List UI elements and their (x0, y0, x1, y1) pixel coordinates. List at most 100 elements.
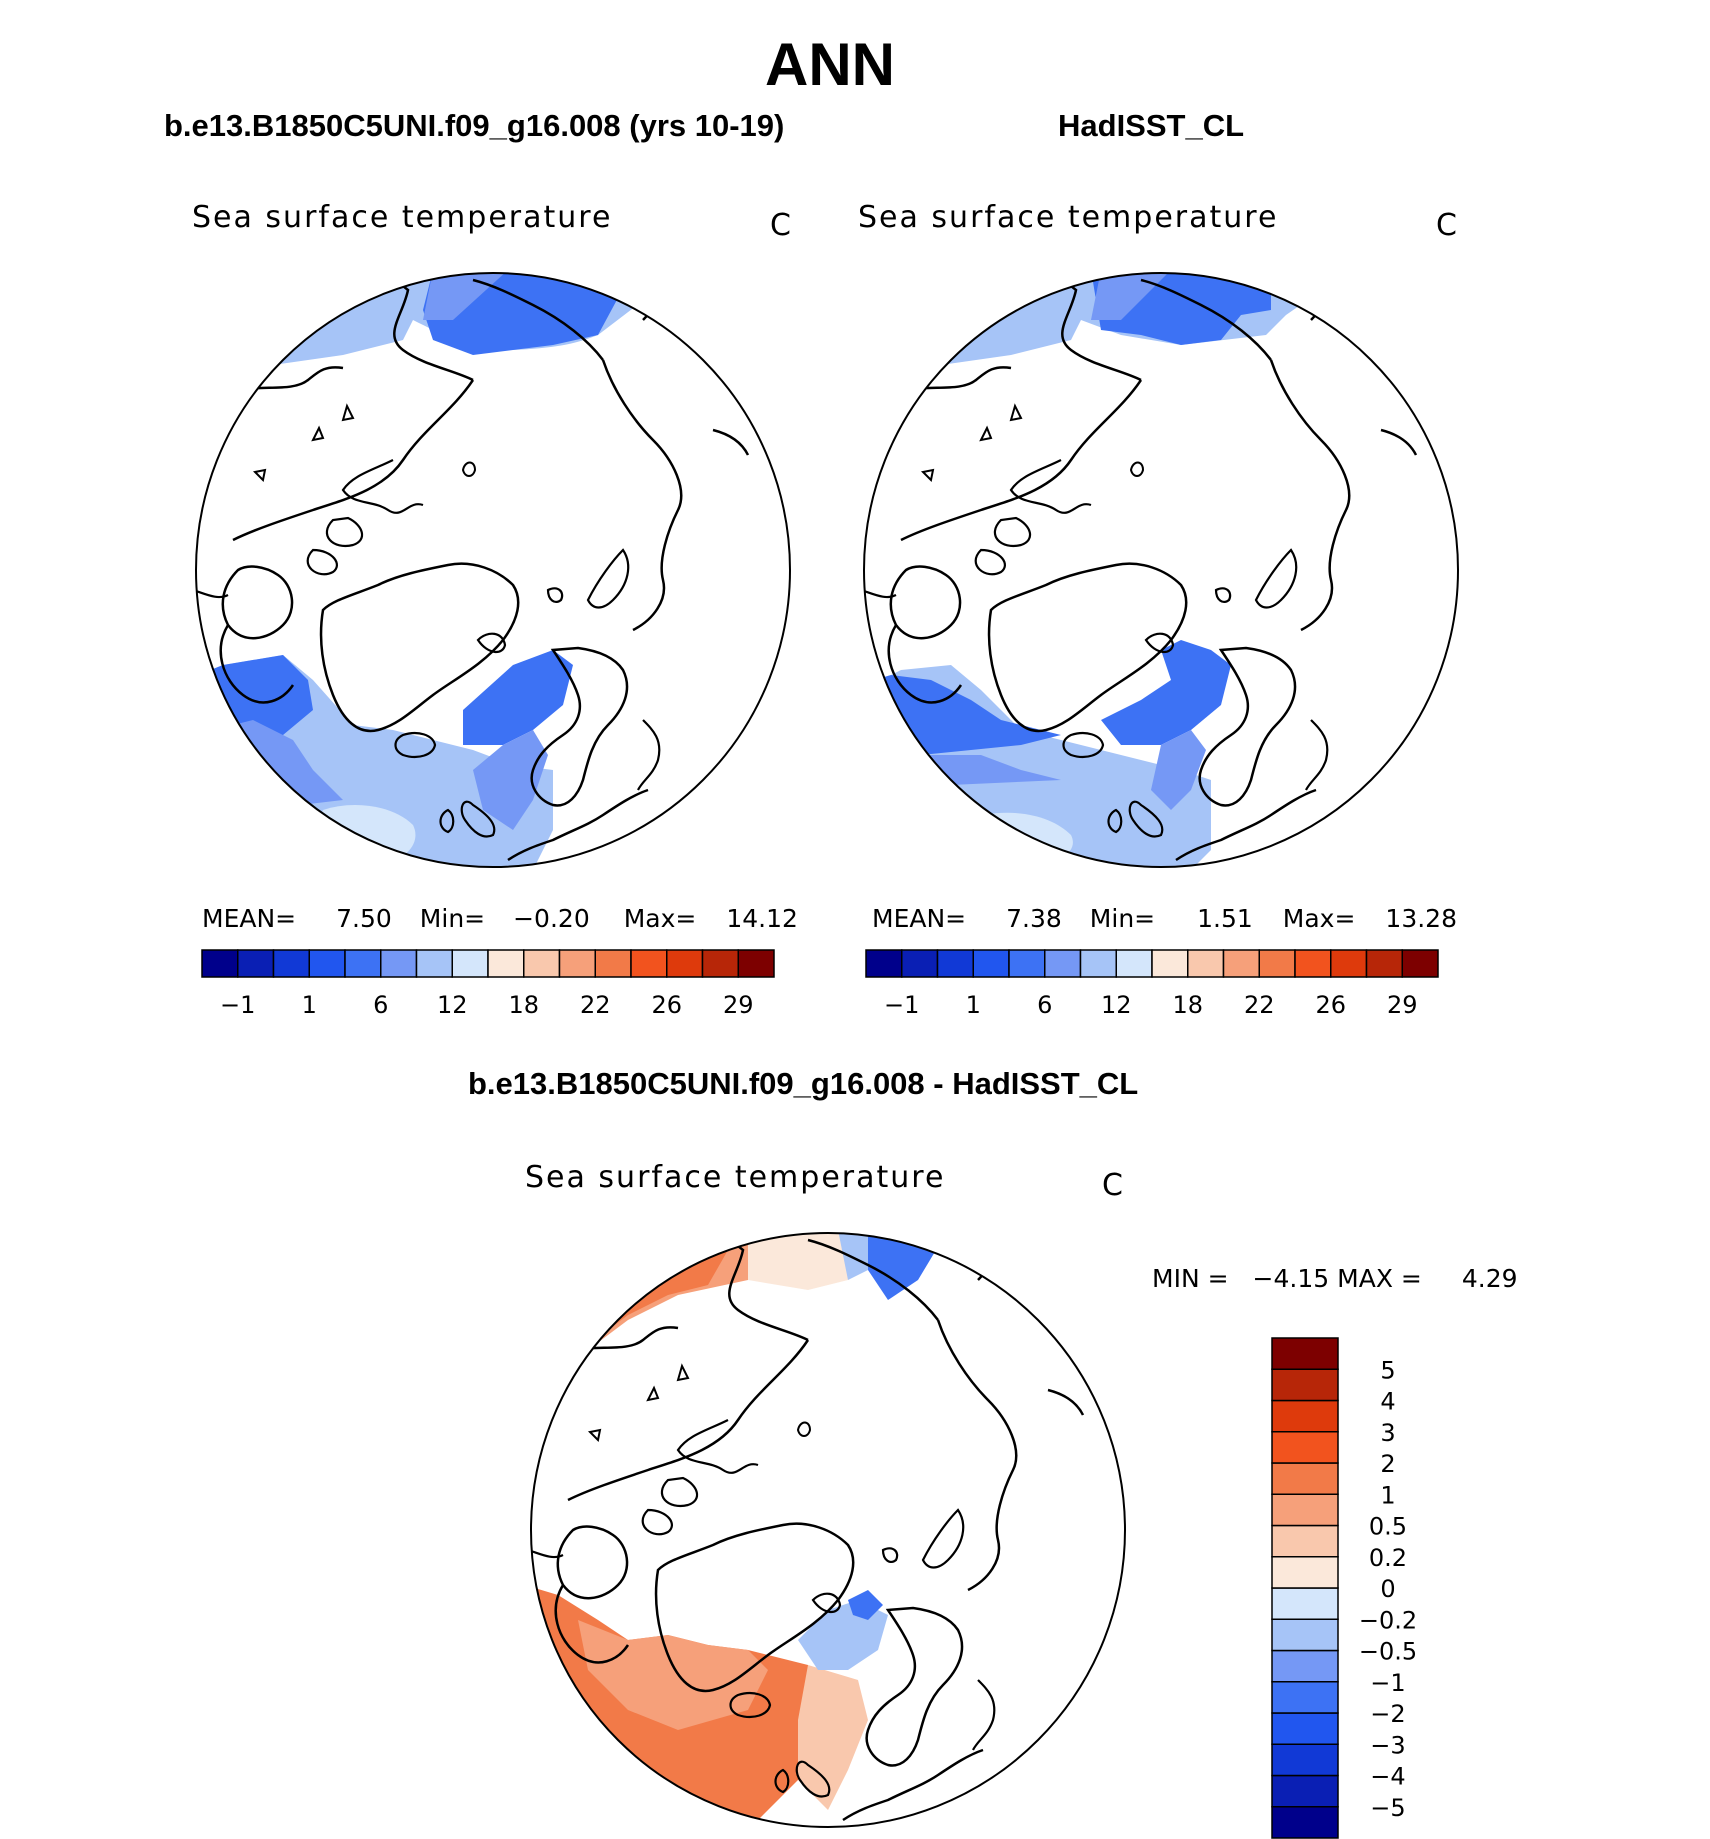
diff-colorbar-tick-label: 3 (1380, 1419, 1395, 1447)
panel1-colorbar-swatch (487, 949, 525, 978)
panel2-colorbar-swatch (1008, 949, 1046, 978)
panel2-map (864, 273, 1418, 867)
panel1-max-value: 14.12 (726, 904, 798, 933)
panel2-colorbar-swatch (1115, 949, 1153, 978)
diff-colorbar-tick-label: −2 (1370, 1700, 1405, 1728)
panel2-colorbar: −1 1 6 12 18 22 26 29 (865, 949, 1439, 1019)
diff-colorbar-tick-label: 0.5 (1369, 1513, 1407, 1541)
panel2-colorbar-swatch (1258, 949, 1296, 978)
diff-colorbar-swatch (1271, 1774, 1339, 1808)
diff-colorbar-swatch (1271, 1556, 1339, 1589)
diff-field-label: Sea surface temperature (525, 1160, 946, 1195)
panel1-min-label: Min= (419, 904, 486, 933)
panel1-colorbar-swatch (415, 949, 453, 978)
panel1-colorbar-tick-label: 12 (437, 991, 468, 1019)
panel2-colorbar-tick-label: 1 (966, 991, 981, 1019)
panel2-colorbar-swatch (901, 949, 939, 978)
panel1-colorbar-tick-label: 29 (723, 991, 754, 1019)
panel2-colorbar-swatch (1044, 949, 1082, 978)
panel1-colorbar-tick-label: 1 (302, 991, 317, 1019)
panel1-colorbar-swatch (272, 949, 310, 978)
panel1-mean-value: 7.50 (336, 904, 392, 933)
panel2-colorbar-swatch (972, 949, 1010, 978)
diff-colorbar-swatch (1271, 1431, 1339, 1464)
panel2-units-label: C (1436, 208, 1457, 243)
panel1-colorbar-tick-label: 6 (373, 991, 388, 1019)
panel1-colorbar-swatch (666, 949, 704, 978)
diff-colorbar-tick-label: 4 (1380, 1388, 1395, 1416)
panel2-stats: MEAN= 7.38 Min= 1.51 Max= 13.28 (872, 904, 1457, 933)
diff-colorbar-swatch (1271, 1524, 1339, 1558)
panel1-mean-label: MEAN= (202, 904, 297, 933)
panel2-colorbar-tick-label: 29 (1387, 991, 1418, 1019)
panel1-colorbar-swatch (558, 949, 596, 978)
panel2-colorbar-swatch (1079, 949, 1117, 978)
panel2-mean-label: MEAN= (872, 904, 967, 933)
panel1-colorbar-tick-label: −1 (220, 991, 255, 1019)
diff-colorbar-swatch (1271, 1743, 1339, 1777)
diff-colorbar-tick-label: −5 (1370, 1794, 1405, 1822)
panel2-min-label: Min= (1089, 904, 1156, 933)
panel1-case-title: b.e13.B1850C5UNI.f09_g16.008 (yrs 10-19) (164, 108, 785, 143)
panel1-colorbar-tick-label: 22 (580, 991, 611, 1019)
panel2-colorbar-tick-label: 12 (1101, 991, 1132, 1019)
diff-colorbar-tick-label: −0.2 (1359, 1606, 1417, 1634)
panel1-stats: MEAN= 7.50 Min= −0.20 Max= 14.12 (202, 904, 798, 933)
diff-max-value: 4.29 (1461, 1264, 1518, 1293)
panel2-max-label: Max= (1282, 904, 1356, 933)
diff-min-label: MIN = (1152, 1264, 1229, 1293)
diff-colorbar-swatch (1271, 1649, 1339, 1683)
diff-case-title: b.e13.B1850C5UNI.f09_g16.008 - HadISST_C… (468, 1066, 1139, 1101)
panel1-colorbar-swatch (737, 949, 775, 978)
panel1-colorbar-swatch (201, 949, 239, 978)
panel2-colorbar-swatch (1294, 949, 1332, 978)
diff-colorbar-swatch (1271, 1462, 1339, 1495)
diff-map (531, 1233, 1085, 1827)
figure-title: ANN (765, 31, 895, 98)
panel1-colorbar-tick-label: 18 (508, 991, 539, 1019)
panel2-min-value: 1.51 (1197, 904, 1253, 933)
diff-colorbar-swatch (1271, 1493, 1339, 1527)
panel1-field-label: Sea surface temperature (192, 200, 613, 235)
diff-colorbar-tick-label: 1 (1380, 1481, 1395, 1509)
diff-colorbar-swatch (1271, 1712, 1339, 1745)
panel2-colorbar-swatch (936, 949, 974, 978)
diff-colorbar-swatch (1271, 1368, 1339, 1402)
panel1-map (196, 273, 750, 867)
panel1-colorbar-swatch (308, 949, 346, 978)
diff-colorbar-tick-label: −4 (1370, 1763, 1405, 1791)
diff-colorbar-tick-label: −3 (1370, 1731, 1405, 1759)
panel2-colorbar-swatch (1222, 949, 1260, 978)
diff-colorbar-swatch (1271, 1806, 1339, 1839)
panel1-colorbar-swatch (344, 949, 382, 978)
panel1-colorbar: −1 1 6 12 18 22 26 29 (201, 949, 775, 1019)
diff-colorbar: −5 −4 −3 −2 −1 −0.5 −0.2 0 0.2 0.5 1 2 3 4 5 (1271, 1337, 1417, 1839)
panel2-max-value: 13.28 (1385, 904, 1457, 933)
panel2-colorbar-swatch (1365, 949, 1403, 978)
panel2-mean-value: 7.38 (1006, 904, 1062, 933)
panel1-colorbar-swatch (237, 949, 275, 978)
panel1-colorbar-swatch (630, 949, 668, 978)
panel1-max-label: Max= (623, 904, 697, 933)
panel2-colorbar-tick-label: −1 (884, 991, 919, 1019)
diff-colorbar-tick-label: −0.5 (1359, 1638, 1417, 1666)
panel1-colorbar-swatch (523, 949, 561, 978)
diff-colorbar-swatch (1271, 1618, 1339, 1652)
diff-colorbar-swatch (1271, 1399, 1339, 1433)
panel1-units-label: C (770, 208, 791, 243)
panel1-colorbar-tick-label: 26 (651, 991, 682, 1019)
diff-colorbar-tick-label: 0.2 (1369, 1544, 1407, 1572)
diff-min-value: −4.15 (1252, 1264, 1330, 1293)
diff-colorbar-tick-label: 2 (1380, 1450, 1395, 1478)
diff-stats: MIN = −4.15 MAX = 4.29 (1152, 1264, 1518, 1293)
diff-colorbar-tick-label: 5 (1380, 1356, 1395, 1384)
panel1-min-value: −0.20 (513, 904, 590, 933)
panel2-colorbar-swatch (1330, 949, 1368, 978)
panel2-colorbar-swatch (1151, 949, 1189, 978)
panel1-colorbar-swatch (380, 949, 418, 978)
panel2-colorbar-swatch (1401, 949, 1439, 978)
diff-colorbar-swatch (1271, 1587, 1339, 1620)
panel2-colorbar-swatch (865, 949, 903, 978)
diff-colorbar-tick-label: −1 (1370, 1669, 1405, 1697)
